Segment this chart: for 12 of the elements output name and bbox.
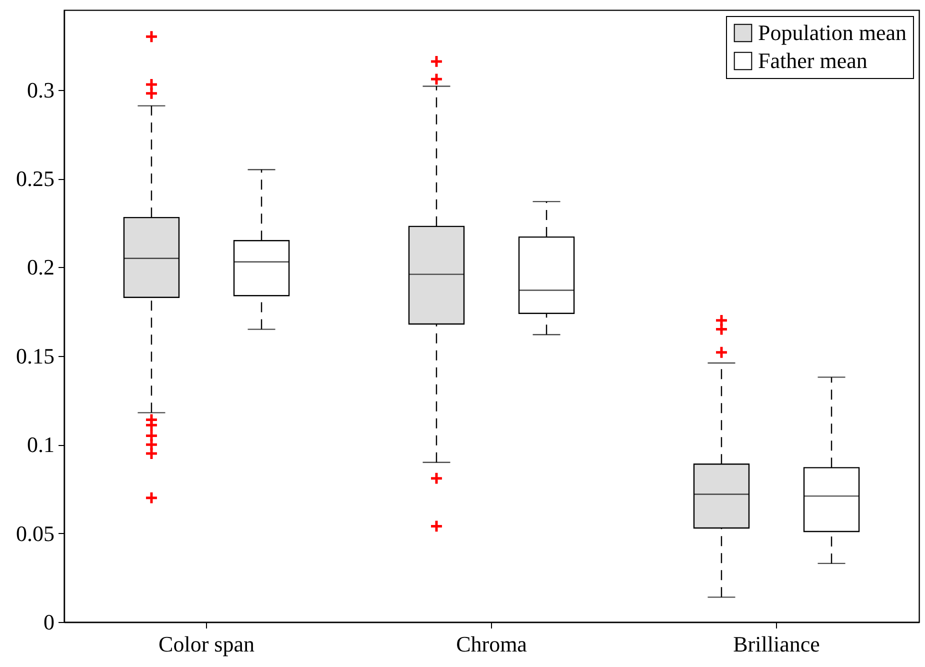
y-tick-label: 0.05 [16, 520, 54, 546]
y-tick-label: 0.1 [27, 432, 54, 458]
y-tick-label: 0.25 [16, 166, 54, 192]
y-tick-label: 0 [44, 610, 54, 634]
y-tick-label: 0.2 [27, 254, 54, 280]
x-tick-label: Chroma [456, 632, 528, 656]
x-tick-label: Brilliance [733, 632, 820, 656]
y-tick-label: 0.15 [16, 343, 54, 368]
y-tick-label: 0.3 [27, 77, 54, 102]
legend-label: Father mean [758, 48, 868, 73]
legend-label: Population mean [758, 20, 906, 45]
x-tick-label: Color span [158, 632, 254, 656]
